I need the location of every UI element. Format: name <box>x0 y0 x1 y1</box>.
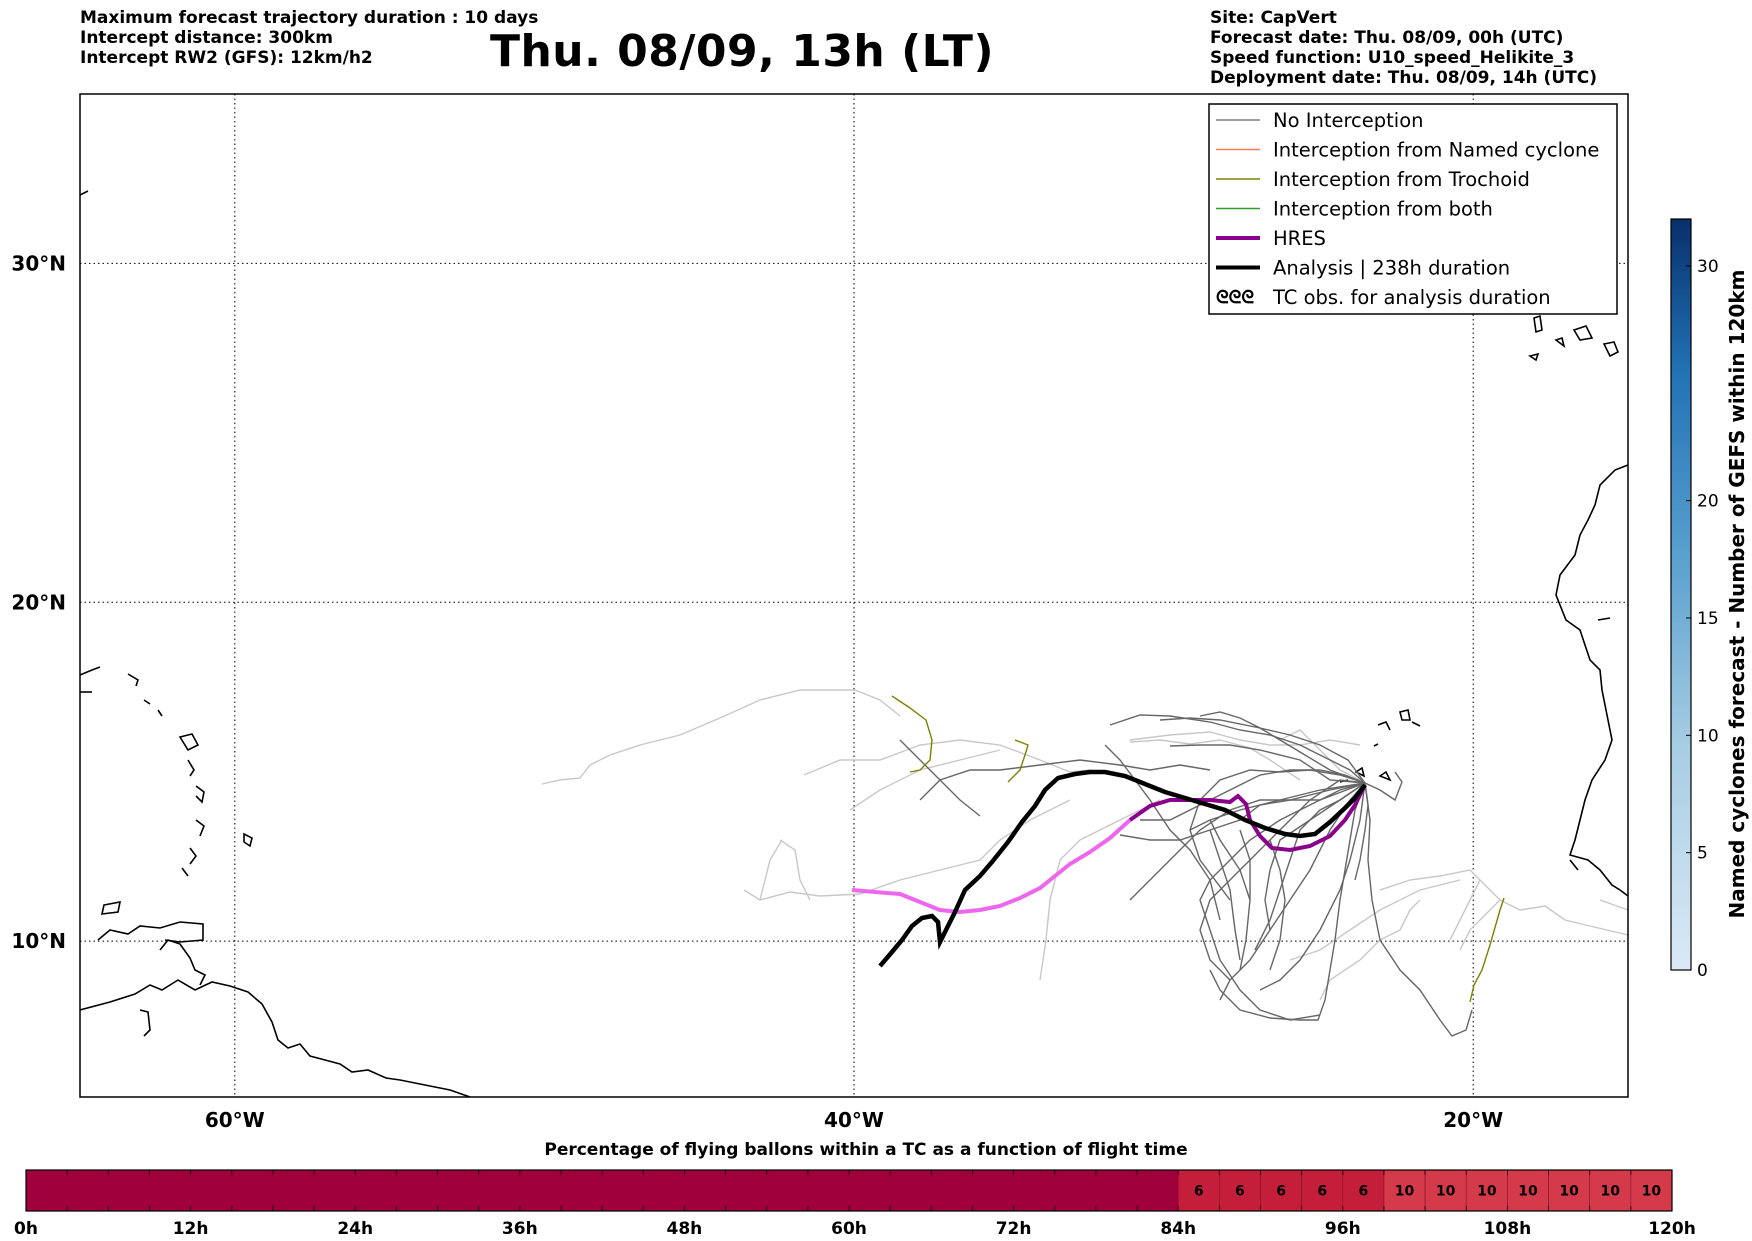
legend-entry: Interception from Trochoid <box>1216 168 1530 191</box>
colorbar-tick-label: 30 <box>1697 257 1719 277</box>
flight-time-cell <box>1219 1169 1261 1212</box>
flight-time-cell-value: 10 <box>1642 1184 1662 1200</box>
colorbar-tick-label: 15 <box>1697 609 1719 629</box>
header-site: Site: CapVert <box>1210 8 1337 28</box>
flight-time-cell-value: 6 <box>1276 1184 1286 1200</box>
legend-entry: No Interception <box>1216 109 1424 132</box>
lat-tick-label: 30°N <box>11 251 66 275</box>
legend-label: Interception from Named cyclone <box>1273 139 1599 162</box>
colorbar-tick-label: 20 <box>1697 492 1719 512</box>
flight-time-cell-value: 6 <box>1317 1184 1327 1200</box>
trajectory-ensemble <box>541 689 1628 1037</box>
legend-entry: ᘓᘓᘓ TC obs. for analysis duration <box>1216 286 1551 309</box>
lat-tick-label: 10°N <box>11 929 66 953</box>
lon-tick-label: 20°W <box>1443 1108 1503 1132</box>
header-max-duration: Maximum forecast trajectory duration : 1… <box>80 8 539 28</box>
flight-time-tick-label: 96h <box>1325 1219 1361 1239</box>
header-info-right: Site: CapVert Forecast date: Thu. 08/09,… <box>1210 8 1597 88</box>
legend: No Interception Interception from Named c… <box>1208 103 1618 315</box>
flight-time-cell-value: 6 <box>1235 1184 1245 1200</box>
flight-time-bar-title: Percentage of flying ballons within a TC… <box>544 1140 1187 1160</box>
colorbar-label: Named cyclones forecast - Number of GEFS… <box>1725 270 1749 919</box>
header-info-left: Maximum forecast trajectory duration : 1… <box>80 8 538 68</box>
flight-time-cell <box>1424 1169 1467 1212</box>
legend-label: Analysis | 238h duration <box>1273 257 1510 280</box>
colorbar: 0 5 10 15 20 30 Named cyclones forecast - Num… <box>1670 218 1749 981</box>
flight-time-cell-value: 6 <box>1359 1184 1369 1200</box>
colorbar-tick-label: 10 <box>1697 726 1719 746</box>
flight-time-cell-value: 10 <box>1601 1184 1621 1200</box>
flight-time-tick-label: 48h <box>667 1219 703 1239</box>
legend-label: TC obs. for analysis duration <box>1272 286 1551 309</box>
axis-tick-labels: 60°W 40°W 20°W 10°N 20°N 30°N <box>11 251 1503 1132</box>
coastlines <box>80 190 1628 1097</box>
flight-time-cell-value: 10 <box>1395 1184 1415 1200</box>
flight-time-tick-label: 120h <box>1648 1219 1696 1239</box>
legend-label: No Interception <box>1273 109 1424 132</box>
flight-time-cell-value: 10 <box>1559 1184 1579 1200</box>
flight-time-cell <box>1548 1169 1591 1212</box>
legend-entry: Interception from both <box>1216 198 1493 221</box>
header-deployment-date: Deployment date: Thu. 08/09, 14h (UTC) <box>1210 68 1597 88</box>
lon-tick-label: 60°W <box>205 1108 265 1132</box>
header-intercept-rw2: Intercept RW2 (GFS): 12km/h2 <box>80 48 373 68</box>
flight-time-cell <box>1301 1169 1344 1212</box>
legend-label: Interception from Trochoid <box>1273 168 1530 191</box>
flight-time-cell-value: 6 <box>1194 1184 1204 1200</box>
flight-time-tick-label: 84h <box>1160 1219 1196 1239</box>
legend-entry: HRES <box>1216 227 1326 250</box>
lat-tick-label: 20°N <box>11 590 66 614</box>
lon-tick-label: 40°W <box>824 1108 884 1132</box>
flight-time-tick-label: 72h <box>996 1219 1032 1239</box>
colorbar-tick-label: 5 <box>1697 844 1708 864</box>
header-forecast-date: Forecast date: Thu. 08/09, 00h (UTC) <box>1210 28 1564 48</box>
legend-label: Interception from both <box>1273 198 1493 221</box>
tc-obs-symbol-icon: ᘓᘓᘓ <box>1216 287 1254 308</box>
flight-time-tick-label: 108h <box>1484 1219 1532 1239</box>
flight-time-cell-value: 10 <box>1477 1184 1497 1200</box>
flight-time-cell <box>1630 1169 1673 1212</box>
flight-time-tick-label: 24h <box>337 1219 373 1239</box>
flight-time-cell <box>1465 1169 1508 1212</box>
flight-time-tick-label: 0h <box>14 1219 38 1239</box>
flight-time-bar-zero <box>26 1170 1179 1211</box>
flight-time-tick-label: 12h <box>173 1219 209 1239</box>
main-title: Thu. 08/09, 13h (LT) <box>489 26 995 77</box>
flight-time-tick-label: 60h <box>831 1219 867 1239</box>
flight-time-cell-value: 10 <box>1436 1184 1456 1200</box>
header-intercept-distance: Intercept distance: 300km <box>80 28 333 48</box>
flight-time-cell <box>1177 1169 1220 1212</box>
flight-time-tick-label: 36h <box>502 1219 538 1239</box>
legend-entry: Analysis | 238h duration <box>1216 257 1510 280</box>
flight-time-cell <box>1342 1169 1385 1212</box>
flight-time-cell-value: 10 <box>1518 1184 1538 1200</box>
legend-entry: Interception from Named cyclone <box>1216 139 1599 162</box>
flight-time-bar: Percentage of flying ballons within a TC… <box>14 1140 1696 1239</box>
flight-time-bar-frame <box>25 1169 1673 1212</box>
colorbar-tick-label: 0 <box>1697 961 1708 981</box>
legend-label: HRES <box>1273 227 1326 250</box>
header-speed-function: Speed function: U10_speed_Helikite_3 <box>1210 48 1575 68</box>
